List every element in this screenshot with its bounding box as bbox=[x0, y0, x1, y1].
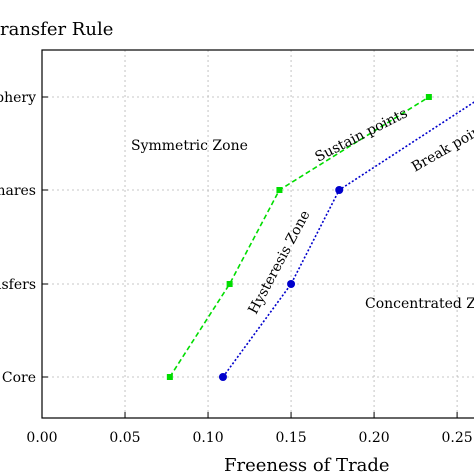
sustain-point-marker bbox=[226, 281, 233, 287]
sustain-point-marker bbox=[166, 374, 173, 380]
annotation-concentrated-zone: Concentrated Zo bbox=[365, 296, 474, 312]
x-tick-label: 0.20 bbox=[358, 430, 389, 446]
chart-title: ransfer Rule bbox=[0, 19, 113, 40]
series-line-sustain-points bbox=[169, 96, 430, 378]
axis-ticks: 0.00 0.05 0.10 0.15 0.20 0.25 Core nsfers hares p… bbox=[0, 90, 473, 446]
grid-lines bbox=[42, 50, 474, 418]
series-line-break-points bbox=[222, 101, 474, 378]
break-point-marker bbox=[335, 186, 344, 194]
x-tick-label: 0.10 bbox=[192, 430, 223, 446]
series-layer bbox=[166, 94, 474, 381]
break-point-marker bbox=[218, 373, 227, 381]
plot-frame bbox=[41, 49, 474, 419]
y-tick-label: Core bbox=[2, 370, 36, 386]
legend-label-sustain-points: Sustain points bbox=[313, 105, 411, 165]
break-point-marker bbox=[287, 280, 296, 288]
legend-label-break-points: Break points bbox=[409, 116, 474, 175]
x-tick-label: 0.05 bbox=[109, 430, 140, 446]
y-tick-label: nsfers bbox=[0, 277, 36, 293]
annotation-symmetric-zone: Symmetric Zone bbox=[131, 138, 248, 154]
x-tick-label: 0.00 bbox=[26, 430, 57, 446]
x-tick-label: 0.25 bbox=[442, 430, 473, 446]
annotation-hysteresis-zone: Hysteresis Zone bbox=[245, 208, 313, 317]
y-tick-label: phery bbox=[0, 90, 36, 106]
x-tick-label: 0.15 bbox=[275, 430, 306, 446]
y-tick-label: hares bbox=[0, 183, 36, 199]
sustain-point-marker bbox=[276, 187, 283, 193]
sustain-point-marker bbox=[425, 94, 432, 100]
x-axis-label: Freeness of Trade bbox=[224, 455, 390, 474]
